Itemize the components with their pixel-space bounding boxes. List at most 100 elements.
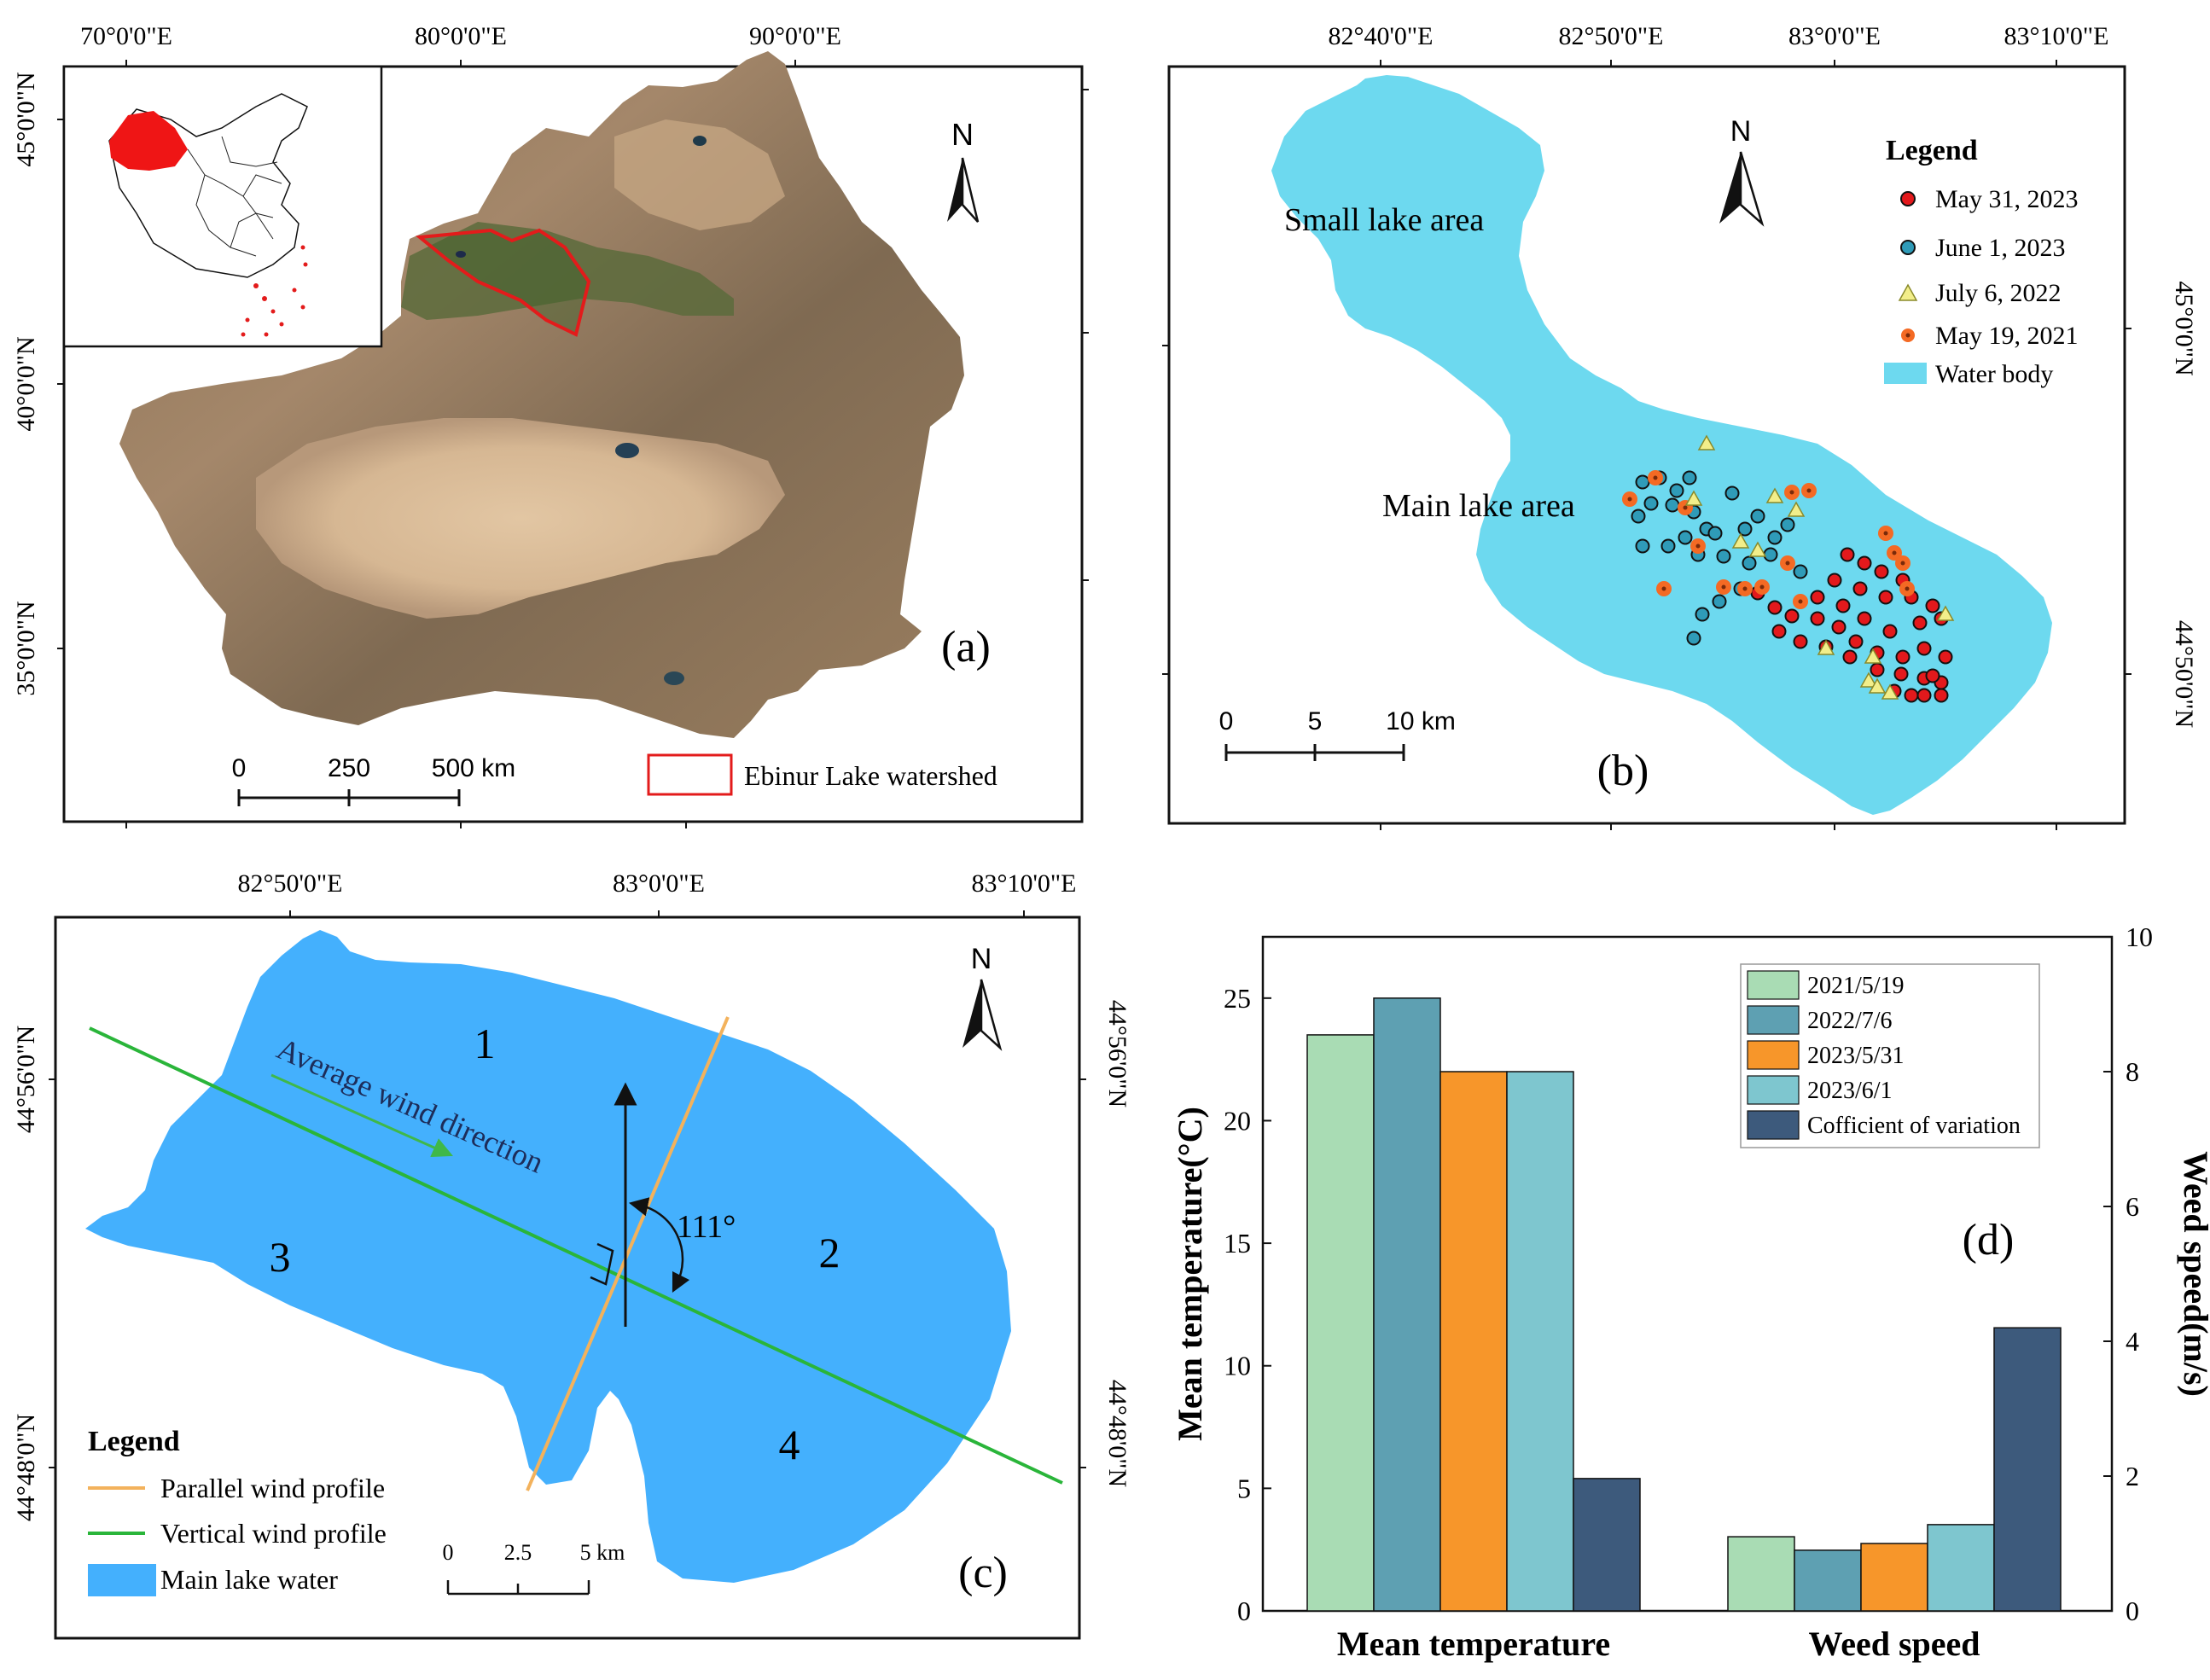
lat-label-45n: 45°0'0"N [12, 72, 40, 166]
scale-label-c-5: 5 km [580, 1540, 625, 1565]
sample-point-may19-core [1742, 586, 1748, 591]
parallel-wind-profile-line [526, 1016, 730, 1491]
bar-0-1 [1373, 997, 1441, 1612]
sample-point-may19-core [1900, 561, 1905, 566]
x-category-label: Mean temperature [1337, 1625, 1610, 1663]
chart-ylabel-left: Mean temperature(°C) [1171, 1107, 1209, 1441]
south-china-sea-islands [241, 245, 308, 337]
wind-direction-arrow [270, 1073, 453, 1158]
sample-point-june1 [1635, 474, 1650, 490]
sample-point-may19-core [1905, 586, 1910, 591]
scale-label-c-0: 0 [443, 1540, 454, 1565]
y-tick-label-right: 2 [2126, 1461, 2139, 1491]
sample-point-may31 [1934, 688, 1949, 703]
sample-point-june1 [1635, 538, 1650, 554]
bar-1-2 [1860, 1543, 1928, 1612]
sample-point-june1 [1631, 509, 1646, 524]
sample-point-may19-core [1661, 586, 1666, 591]
sample-point-may31 [1842, 649, 1858, 665]
legend-entry: 2023/6/1 [1807, 1078, 1893, 1104]
lat-label-b-45n: 45°0'0"N [2170, 281, 2198, 375]
sample-point-july6 [1787, 501, 1806, 517]
sample-point-june1 [1669, 483, 1684, 498]
bar-0-0 [1306, 1034, 1375, 1612]
sample-point-july6 [1684, 490, 1703, 506]
scale-label-b-5: 5 [1308, 707, 1323, 735]
north-arrow-b [1719, 151, 1765, 227]
panel-label-c: (c) [958, 1549, 1008, 1597]
sample-point-may19-core [1883, 531, 1888, 536]
chart-marks: 0 5 10 15 20 25 0 2 4 6 8 10 Mean temperature Weed sp… [1224, 921, 2153, 1663]
bar-1-1 [1794, 1549, 1862, 1612]
lat-label-c-left-1: 44°56'0"N [12, 1026, 40, 1133]
frame-ticks-b [1162, 60, 2131, 830]
sample-point-may31 [1848, 634, 1864, 649]
panel-c-frame [54, 916, 1081, 1640]
lon-label-b-3: 83°0'0"E [1788, 22, 1881, 50]
sample-point-may31 [1771, 624, 1787, 639]
legend-label-may31: May 31, 2023 [1935, 185, 2079, 213]
sample-point-july6 [1881, 683, 1899, 700]
lat-label-40n: 40°0'0"N [12, 336, 40, 431]
main-lake-water [85, 930, 1011, 1583]
legend-marker-may31 [1900, 191, 1916, 206]
north-label-c: N [971, 943, 992, 975]
scale-label-b-0: 0 [1219, 707, 1234, 735]
sample-point-may31 [1895, 649, 1910, 665]
lon-label-b-2: 82°50'0"E [1559, 22, 1664, 50]
sample-point-may19-core [1721, 584, 1726, 590]
bar-1-3 [1927, 1524, 1995, 1612]
frame-ticks [57, 60, 1089, 828]
legend-swatch [1747, 1110, 1800, 1140]
sample-point-june1 [1660, 538, 1676, 554]
sample-point-june1 [1780, 517, 1795, 532]
lat-label-c-left-2: 44°48'0"N [12, 1414, 40, 1521]
sample-point-june1 [1742, 555, 1757, 571]
angle-label: 111° [677, 1209, 736, 1245]
y-tick-label-left: 20 [1224, 1105, 1251, 1136]
sample-point-may31 [1810, 611, 1825, 626]
north-arrow-a [947, 157, 980, 223]
y-tick-label-left: 10 [1224, 1351, 1251, 1381]
sample-point-may31 [1857, 555, 1872, 571]
angle-arc [628, 1197, 690, 1293]
legend-swatch-main-lake [88, 1564, 156, 1596]
bar-0-2 [1439, 1071, 1508, 1612]
bar-1-0 [1727, 1536, 1795, 1612]
zone-label-4: 4 [779, 1421, 800, 1468]
sample-point-may31 [1827, 573, 1842, 588]
lon-label-c-3: 83°10'0"E [972, 869, 1077, 898]
sample-point-may31 [1904, 688, 1919, 703]
right-angle-mark [590, 1242, 614, 1286]
sample-point-may31 [1878, 590, 1893, 605]
scale-label-a-500: 500 km [432, 754, 515, 782]
sample-point-june1 [1707, 526, 1723, 541]
legend-title-c: Legend [88, 1426, 180, 1457]
panel-b-frame [1167, 65, 2126, 825]
sample-point-july6 [1731, 532, 1750, 549]
sample-point-june1 [1716, 549, 1731, 564]
sample-point-may31 [1767, 600, 1783, 615]
bar-0-3 [1506, 1071, 1574, 1612]
panel-b: 82°40'0"E 82°50'0"E 83°0'0"E 83°10'0"E 4… [1162, 22, 2198, 830]
tarim-desert [256, 418, 785, 619]
legend-entry: Cofficient of variation [1807, 1113, 2021, 1139]
sample-point-may31 [1938, 649, 1953, 665]
legend-swatch [1747, 1075, 1800, 1105]
sample-point-may31 [1874, 564, 1889, 579]
sample-point-may19-core [1798, 599, 1803, 604]
panel-d-chart: Mean temperature(°C) Weed speed(m/s) (d)… [1171, 921, 2210, 1663]
sample-point-may19-core [1806, 488, 1812, 493]
sample-point-may31 [1810, 590, 1825, 605]
vertical-wind-profile-line [89, 1026, 1063, 1485]
chart-plot-frame [1261, 935, 2114, 1613]
lake-water-body [1271, 75, 2052, 815]
legend-marker-may19-core [1905, 333, 1910, 338]
frame-ticks-c [49, 910, 1086, 1468]
sample-point-june1 [1686, 631, 1701, 646]
sample-point-may31 [1882, 624, 1898, 639]
y-tick-label-left: 15 [1224, 1228, 1251, 1259]
legend-marker-july6 [1898, 283, 1918, 301]
xinjiang-green-ranges [401, 222, 734, 320]
ebinur-lake-dot [456, 251, 466, 258]
